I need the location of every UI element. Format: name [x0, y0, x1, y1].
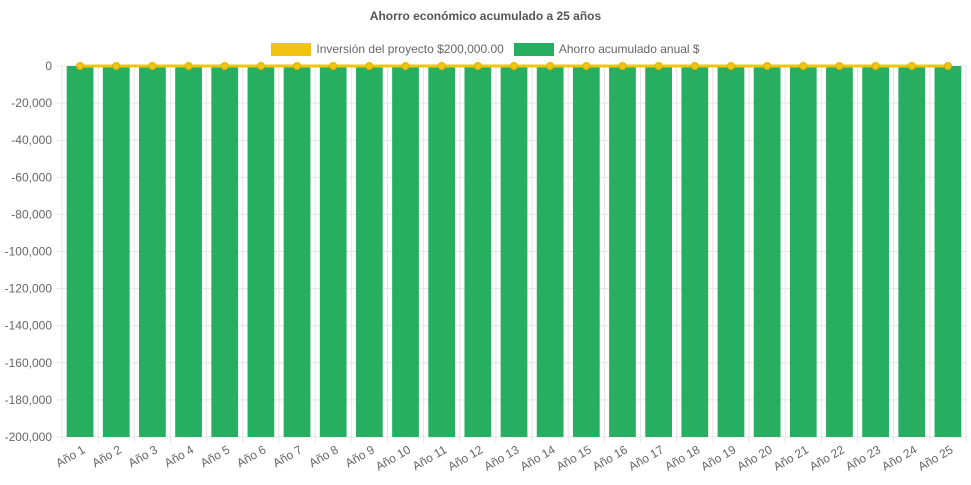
y-tick-label: -140,000	[5, 319, 53, 333]
savings-bar	[175, 66, 202, 437]
x-tick-label: Año 2	[90, 442, 124, 470]
investment-point	[329, 62, 338, 70]
investment-point	[907, 62, 916, 70]
investment-point	[256, 62, 265, 70]
savings-bar	[355, 66, 383, 437]
x-tick-label: Año 21	[771, 442, 811, 473]
y-tick-label: -40,000	[11, 133, 52, 147]
investment-point	[618, 62, 627, 70]
chart-legend: Inversión del proyecto $200,000.00 Ahorr…	[0, 42, 971, 56]
investment-point	[112, 62, 121, 70]
y-tick-label: 0	[45, 59, 52, 73]
investment-point	[726, 62, 735, 70]
savings-bar	[862, 66, 889, 437]
y-tick-label: -80,000	[11, 207, 52, 221]
investment-point	[401, 62, 410, 70]
investment-point	[293, 62, 302, 70]
y-tick-label: -120,000	[5, 282, 53, 296]
x-tick-label: Año 23	[843, 442, 883, 473]
x-tick-label: Año 8	[307, 442, 341, 470]
investment-point	[690, 62, 699, 70]
x-tick-label: Año 24	[879, 442, 919, 473]
legend-swatch-savings	[513, 42, 554, 56]
savings-bar	[681, 66, 709, 437]
savings-bar	[826, 66, 853, 437]
savings-bar	[139, 66, 166, 437]
x-tick-label: Año 17	[626, 442, 666, 473]
savings-bar	[66, 66, 94, 437]
savings-bar	[319, 66, 347, 437]
savings-bar	[247, 66, 275, 437]
x-tick-label: Año 13	[482, 442, 522, 473]
investment-point	[76, 62, 85, 70]
savings-bar	[536, 66, 564, 437]
x-tick-label: Año 16	[590, 442, 630, 473]
investment-point	[365, 62, 374, 70]
x-tick-label: Año 9	[343, 442, 377, 470]
investment-point	[799, 62, 808, 70]
y-tick-label: -20,000	[11, 96, 52, 110]
x-tick-label: Año 22	[807, 442, 847, 473]
investment-point	[437, 62, 446, 70]
legend-label-investment: Inversión del proyecto $200,000.00	[316, 42, 504, 56]
savings-bar	[609, 66, 636, 437]
investment-point	[654, 62, 663, 70]
x-tick-label: Año 15	[554, 442, 594, 473]
x-tick-label: Año 4	[162, 442, 196, 470]
investment-point	[546, 62, 555, 70]
savings-bar	[898, 66, 926, 437]
chart-title: Ahorro económico acumulado a 25 años	[369, 9, 602, 23]
x-tick-label: Año 25	[915, 442, 955, 473]
x-tick-label: Año 18	[662, 442, 702, 473]
x-tick-label: Año 10	[373, 442, 413, 473]
investment-point	[835, 62, 844, 70]
x-tick-label: Año 12	[445, 442, 485, 473]
investment-point	[943, 62, 952, 70]
y-tick-label: -100,000	[5, 245, 53, 259]
investment-point	[473, 62, 482, 70]
savings-bar	[102, 66, 130, 437]
investment-point	[510, 62, 518, 70]
investment-point	[763, 62, 772, 70]
x-tick-label: Año 20	[735, 442, 775, 473]
x-tick-label: Año 3	[126, 442, 160, 470]
x-tick-label: Año 19	[699, 442, 739, 473]
y-tick-label: -60,000	[11, 170, 52, 184]
x-tick-label: Año 5	[198, 442, 232, 470]
legend-label-savings: Ahorro acumulado anual $	[558, 42, 700, 56]
investment-point	[220, 62, 229, 70]
savings-bar	[464, 66, 492, 437]
investment-point	[148, 62, 157, 70]
y-tick-label: -200,000	[5, 430, 53, 444]
legend-item-investment[interactable]: Inversión del proyecto $200,000.00	[271, 42, 504, 56]
savings-bar	[934, 66, 962, 437]
savings-bar	[211, 66, 239, 437]
x-tick-label: Año 6	[234, 442, 268, 470]
investment-point	[582, 62, 591, 70]
savings-bar	[789, 66, 817, 437]
savings-bar	[392, 66, 419, 437]
savings-bar	[572, 66, 600, 437]
x-tick-label: Año 14	[518, 442, 558, 473]
savings-bar	[283, 66, 311, 437]
investment-point	[871, 62, 880, 70]
savings-bar	[753, 66, 781, 437]
y-tick-label: -160,000	[5, 356, 53, 370]
x-tick-label: Año 1	[53, 442, 87, 470]
savings-bar	[645, 66, 673, 437]
savings-bar	[717, 66, 745, 437]
legend-item-savings[interactable]: Ahorro acumulado anual $	[513, 42, 700, 56]
investment-point	[184, 62, 193, 70]
savings-bar	[500, 66, 528, 437]
savings-bar	[428, 66, 456, 437]
y-tick-label: -180,000	[5, 393, 53, 407]
legend-swatch-investment	[271, 42, 312, 56]
x-tick-label: Año 11	[410, 442, 449, 473]
x-tick-label: Año 7	[270, 442, 304, 470]
